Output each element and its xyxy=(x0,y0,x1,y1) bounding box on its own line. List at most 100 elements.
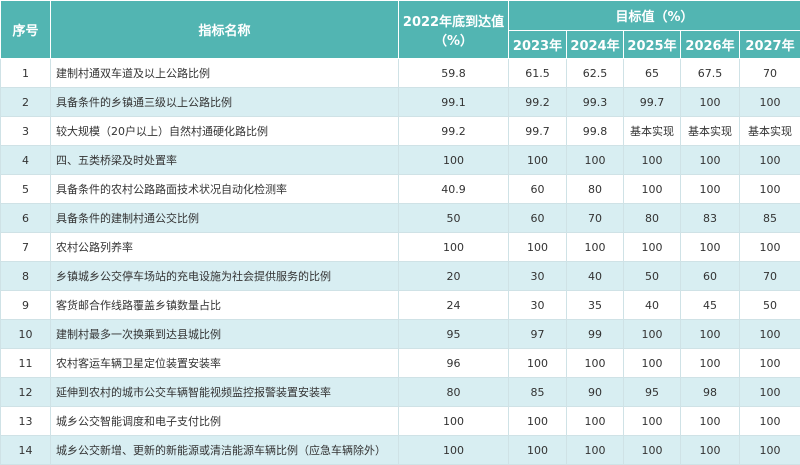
value-cell: 85 xyxy=(738,203,800,233)
value-cell: 100 xyxy=(623,406,681,436)
value-cell: 100 xyxy=(680,435,740,465)
value-cell: 100 xyxy=(680,87,740,117)
seq-cell: 7 xyxy=(0,232,51,262)
value-cell: 65 xyxy=(623,58,681,88)
header-year: 2027年 xyxy=(738,30,800,59)
seq-cell: 8 xyxy=(0,261,51,291)
value-cell: 100 xyxy=(623,145,681,175)
value-cell: 85 xyxy=(508,377,567,407)
indicator-name: 农村客运车辆卫星定位装置安装率 xyxy=(50,348,399,378)
table-row: 6 具备条件的建制村通公交比例 50 60 70 80 83 85 xyxy=(0,203,800,233)
value-cell: 60 xyxy=(508,174,567,204)
value-cell: 100 xyxy=(738,87,800,117)
table-row: 2 具备条件的乡镇通三级以上公路比例 99.1 99.2 99.3 99.7 100 100 xyxy=(0,87,800,117)
value-cell: 100 xyxy=(566,145,624,175)
indicator-name: 乡镇城乡公交停车场站的充电设施为社会提供服务的比例 xyxy=(50,261,399,291)
indicator-name: 建制村最多一次换乘到达县城比例 xyxy=(50,319,399,349)
value-cell: 100 xyxy=(566,348,624,378)
value-cell: 67.5 xyxy=(680,58,740,88)
seq-cell: 3 xyxy=(0,116,51,146)
value-cell: 100 xyxy=(738,145,800,175)
value-cell: 100 xyxy=(508,232,567,262)
value-cell: 100 xyxy=(398,435,509,465)
value-cell: 80 xyxy=(623,203,681,233)
indicator-name: 城乡公交智能调度和电子支付比例 xyxy=(50,406,399,436)
value-cell: 100 xyxy=(738,174,800,204)
value-cell: 基本实现 xyxy=(738,116,800,146)
seq-cell: 5 xyxy=(0,174,51,204)
header-line: （%） xyxy=(433,33,474,49)
seq-cell: 14 xyxy=(0,435,51,465)
value-cell: 83 xyxy=(680,203,740,233)
value-cell: 96 xyxy=(398,348,509,378)
value-cell: 100 xyxy=(738,435,800,465)
indicator-name: 具备条件的乡镇通三级以上公路比例 xyxy=(50,87,399,117)
value-cell: 100 xyxy=(398,406,509,436)
value-cell: 100 xyxy=(508,348,567,378)
table-row: 4 四、五类桥梁及时处置率 100 100 100 100 100 100 xyxy=(0,145,800,175)
value-cell: 24 xyxy=(398,290,509,320)
table-row: 5 具备条件的农村公路路面技术状况自动化检测率 40.9 60 80 100 100 100 xyxy=(0,174,800,204)
value-cell: 基本实现 xyxy=(623,116,681,146)
value-cell: 100 xyxy=(680,174,740,204)
value-cell: 100 xyxy=(566,406,624,436)
value-cell: 99.7 xyxy=(508,116,567,146)
value-cell: 99.8 xyxy=(566,116,624,146)
value-cell: 100 xyxy=(623,232,681,262)
value-cell: 100 xyxy=(623,348,681,378)
value-cell: 70 xyxy=(738,261,800,291)
table-row: 14 城乡公交新增、更新的新能源或清洁能源车辆比例（应急车辆除外） 100 100 10… xyxy=(0,435,800,465)
table-row: 10 建制村最多一次换乘到达县城比例 95 97 99 100 100 100 xyxy=(0,319,800,349)
header-line: 2022年底到达值 xyxy=(402,14,505,30)
table-row: 7 农村公路列养率 100 100 100 100 100 100 xyxy=(0,232,800,262)
indicator-name: 具备条件的农村公路路面技术状况自动化检测率 xyxy=(50,174,399,204)
seq-cell: 2 xyxy=(0,87,51,117)
seq-cell: 4 xyxy=(0,145,51,175)
value-cell: 100 xyxy=(680,232,740,262)
header-year: 2023年 xyxy=(508,30,567,59)
value-cell: 40.9 xyxy=(398,174,509,204)
value-cell: 100 xyxy=(398,145,509,175)
header-year: 2024年 xyxy=(566,30,624,59)
header-baseline: 2022年底到达值 （%） xyxy=(398,0,509,59)
value-cell: 100 xyxy=(508,145,567,175)
value-cell: 基本实现 xyxy=(680,116,740,146)
value-cell: 100 xyxy=(398,232,509,262)
value-cell: 99.7 xyxy=(623,87,681,117)
value-cell: 100 xyxy=(623,174,681,204)
value-cell: 100 xyxy=(680,348,740,378)
value-cell: 99.3 xyxy=(566,87,624,117)
indicator-name: 延伸到农村的城市公交车辆智能视频监控报警装置安装率 xyxy=(50,377,399,407)
table-row: 1 建制村通双车道及以上公路比例 59.8 61.5 62.5 65 67.5 70 xyxy=(0,58,800,88)
value-cell: 100 xyxy=(738,348,800,378)
seq-cell: 12 xyxy=(0,377,51,407)
value-cell: 50 xyxy=(623,261,681,291)
table-row: 9 客货邮合作线路覆盖乡镇数量占比 24 30 35 40 45 50 xyxy=(0,290,800,320)
header-name: 指标名称 xyxy=(50,0,399,59)
value-cell: 30 xyxy=(508,261,567,291)
value-cell: 100 xyxy=(680,319,740,349)
seq-cell: 13 xyxy=(0,406,51,436)
value-cell: 40 xyxy=(566,261,624,291)
seq-cell: 6 xyxy=(0,203,51,233)
indicator-name: 具备条件的建制村通公交比例 xyxy=(50,203,399,233)
table-row: 8 乡镇城乡公交停车场站的充电设施为社会提供服务的比例 20 30 40 50 60 70 xyxy=(0,261,800,291)
value-cell: 99 xyxy=(566,319,624,349)
value-cell: 20 xyxy=(398,261,509,291)
value-cell: 30 xyxy=(508,290,567,320)
indicator-name: 农村公路列养率 xyxy=(50,232,399,262)
value-cell: 70 xyxy=(566,203,624,233)
table-row: 11 农村客运车辆卫星定位装置安装率 96 100 100 100 100 100 xyxy=(0,348,800,378)
value-cell: 100 xyxy=(508,435,567,465)
value-cell: 100 xyxy=(508,406,567,436)
value-cell: 99.1 xyxy=(398,87,509,117)
value-cell: 70 xyxy=(738,58,800,88)
value-cell: 59.8 xyxy=(398,58,509,88)
value-cell: 50 xyxy=(738,290,800,320)
value-cell: 95 xyxy=(398,319,509,349)
value-cell: 45 xyxy=(680,290,740,320)
table-row: 12 延伸到农村的城市公交车辆智能视频监控报警装置安装率 80 85 90 95 98 100 xyxy=(0,377,800,407)
value-cell: 50 xyxy=(398,203,509,233)
value-cell: 80 xyxy=(398,377,509,407)
